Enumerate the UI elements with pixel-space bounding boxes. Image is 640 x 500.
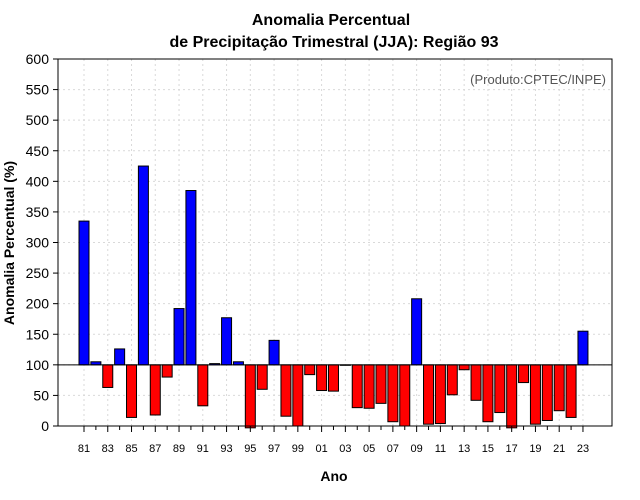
- bar-1993: [221, 317, 233, 366]
- x-tick-label: 15: [482, 443, 494, 455]
- y-tick-label: 0: [41, 418, 49, 434]
- bar-1987: [149, 364, 161, 416]
- bar-1986: [137, 165, 149, 366]
- x-tick-label: 23: [577, 443, 589, 455]
- x-tick-label: 95: [244, 443, 256, 455]
- x-tick-label: 13: [458, 443, 470, 455]
- bar-1981: [78, 220, 90, 366]
- x-tick-label: 03: [339, 443, 351, 455]
- x-tick-label: 89: [173, 443, 185, 455]
- x-tick-label: 83: [102, 443, 114, 455]
- x-tick-label: 07: [387, 443, 399, 455]
- x-tick-label: 93: [220, 443, 232, 455]
- y-axis: 0 50 100 150 200 250 300 350 400 450 500 550 600: [26, 51, 58, 434]
- bar-1995: [244, 364, 256, 429]
- y-tick-label: 50: [33, 387, 49, 403]
- bar-1985: [126, 364, 138, 418]
- y-tick-label: 300: [26, 235, 50, 251]
- bar-2022: [565, 364, 577, 418]
- y-tick-label: 200: [26, 296, 50, 312]
- bar-2015: [482, 364, 494, 423]
- bar-2001: [316, 364, 328, 392]
- y-tick-label: 400: [26, 173, 50, 189]
- bar-2007: [387, 364, 399, 423]
- x-tick-label: 85: [125, 443, 137, 455]
- x-tick-label: 01: [315, 443, 327, 455]
- y-tick-label: 100: [26, 357, 50, 373]
- bar-1984: [114, 348, 126, 366]
- x-tick-label: 11: [435, 443, 446, 455]
- bar-2005: [363, 364, 375, 409]
- y-tick-label: 250: [26, 265, 50, 281]
- y-tick-label: 550: [26, 82, 50, 98]
- bar-2004: [351, 364, 363, 409]
- bar-2000: [304, 364, 316, 376]
- y-tick-label: 600: [26, 51, 50, 67]
- chart-title: Anomalia Percentual: [252, 12, 410, 29]
- bar-2016: [494, 364, 506, 414]
- y-tick-label: 350: [26, 204, 50, 220]
- chart-subtitle: de Precipitação Trimestral (JJA): Região…: [169, 34, 498, 51]
- x-tick-label: 99: [292, 443, 304, 455]
- x-tick-label: 21: [553, 443, 565, 455]
- x-tick-label: 91: [197, 443, 209, 455]
- bar-2011: [434, 364, 446, 425]
- bar-1988: [161, 364, 173, 378]
- x-tick-label: 97: [268, 443, 280, 455]
- credit-text: (Produto:CPTEC/INPE): [470, 72, 606, 87]
- bar-2010: [423, 364, 435, 425]
- bar-2014: [470, 364, 482, 401]
- y-axis-label: Anomalia Percentual (%): [1, 161, 17, 325]
- bar-1983: [102, 364, 114, 388]
- bar-2013: [458, 364, 470, 371]
- bar-1990: [185, 190, 197, 366]
- bar-1989: [173, 308, 185, 366]
- y-tick-label: 150: [26, 326, 50, 342]
- bar-2008: [399, 364, 411, 427]
- y-tick-label: 500: [26, 112, 50, 128]
- x-tick-label: 17: [506, 443, 518, 455]
- bar-2017: [506, 364, 518, 429]
- bar-2023: [577, 330, 589, 366]
- x-tick-label: 19: [529, 443, 541, 455]
- x-tick-label: 09: [411, 443, 423, 455]
- bar-1991: [197, 364, 209, 407]
- x-axis: 81 83 85 87 89 91 93 95 97 99 01 03 05 07 09 11 13 15 17 19…: [78, 426, 589, 455]
- x-tick-label: 05: [363, 443, 375, 455]
- bar-2012: [446, 364, 458, 396]
- bar-2020: [541, 364, 553, 421]
- bar-2002: [327, 364, 339, 392]
- bar-1996: [256, 364, 268, 390]
- bar-2021: [553, 364, 565, 412]
- bar-2019: [529, 364, 541, 425]
- x-tick-label: 81: [78, 443, 90, 455]
- bar-2009: [411, 298, 423, 366]
- bar-1998: [280, 364, 292, 417]
- bar-2006: [375, 364, 387, 404]
- x-axis-label: Ano: [320, 468, 347, 484]
- x-tick-label: 87: [149, 443, 161, 455]
- bar-1997: [268, 339, 280, 366]
- bar-1999: [292, 364, 304, 427]
- bar-2018: [518, 364, 530, 384]
- y-tick-label: 450: [26, 143, 50, 159]
